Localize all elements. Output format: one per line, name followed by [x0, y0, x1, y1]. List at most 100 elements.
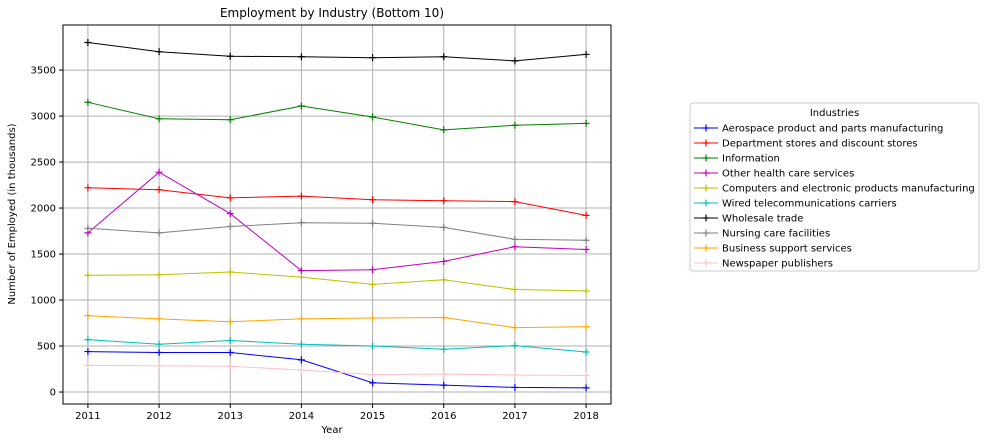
data-point — [440, 53, 448, 61]
y-tick-label: 2000 — [31, 204, 56, 215]
data-point — [369, 280, 377, 288]
data-point — [226, 116, 234, 124]
legend-item: Information — [694, 154, 780, 165]
data-point — [226, 222, 234, 230]
legend-label: Information — [722, 154, 780, 165]
x-tick-label: 2017 — [502, 411, 527, 422]
data-point — [511, 371, 519, 379]
data-point — [297, 267, 305, 275]
legend-item: Newspaper publishers — [694, 259, 833, 270]
series-line — [87, 101, 587, 131]
data-point — [440, 197, 448, 205]
data-point — [582, 287, 590, 295]
legend-item: Nursing care facilities — [694, 229, 830, 240]
data-point — [297, 366, 305, 374]
x-tick-label: 2011 — [75, 411, 100, 422]
data-point — [582, 211, 590, 219]
data-point — [84, 224, 92, 232]
data-point — [369, 266, 377, 274]
series — [84, 38, 590, 65]
data-point — [440, 223, 448, 231]
legend-label: Newspaper publishers — [722, 259, 833, 270]
legend-label: Business support services — [722, 244, 852, 255]
legend-swatch-marker — [702, 214, 710, 222]
legend-item: Aerospace product and parts manufacturin… — [694, 124, 943, 135]
data-point — [511, 198, 519, 206]
legend-swatch-marker — [702, 184, 710, 192]
data-point — [155, 186, 163, 194]
data-point — [440, 370, 448, 378]
data-point — [155, 115, 163, 123]
data-point — [155, 340, 163, 348]
data-point — [297, 192, 305, 200]
data-point — [440, 345, 448, 353]
legend-item: Department stores and discount stores — [694, 139, 918, 150]
data-point — [369, 113, 377, 121]
data-point — [226, 194, 234, 202]
data-point — [511, 57, 519, 65]
legend-label: Nursing care facilities — [722, 229, 830, 240]
legend-swatch-marker — [702, 199, 710, 207]
data-point — [511, 243, 519, 251]
y-tick-label: 3000 — [31, 112, 56, 123]
x-tick-label: 2015 — [360, 411, 385, 422]
data-point — [369, 54, 377, 62]
data-point — [440, 126, 448, 134]
data-point — [440, 381, 448, 389]
legend-swatch-marker — [702, 169, 710, 177]
legend-swatch-marker — [702, 139, 710, 147]
plot-area: 2011 2012 2013 2014 2015 2016 2017 2018 0 500 1000… — [31, 24, 612, 422]
y-axis-label: Number of Employed (in thousands) — [7, 123, 18, 304]
x-tick-label: 2016 — [431, 411, 456, 422]
y-tick-label: 1500 — [31, 250, 56, 261]
series — [84, 219, 590, 244]
legend-label: Computers and electronic products manufa… — [722, 184, 975, 195]
data-point — [226, 52, 234, 60]
series-line — [87, 271, 587, 292]
data-point — [582, 348, 590, 356]
data-point — [226, 318, 234, 326]
series-line — [87, 42, 587, 62]
data-point — [582, 323, 590, 331]
series-line — [87, 222, 587, 241]
data-point — [226, 362, 234, 370]
data-point — [84, 184, 92, 192]
data-point — [440, 276, 448, 284]
data-point — [511, 285, 519, 293]
data-point — [155, 271, 163, 279]
data-point — [297, 102, 305, 110]
data-point — [582, 236, 590, 244]
data-point — [511, 342, 519, 350]
data-point — [511, 235, 519, 243]
data-point — [297, 53, 305, 61]
data-point — [369, 371, 377, 379]
x-tick-label: 2014 — [289, 411, 314, 422]
legend-label: Wholesale trade — [722, 214, 803, 225]
series-line — [87, 364, 587, 376]
legend-swatch-marker — [702, 124, 710, 132]
data-point — [155, 48, 163, 56]
series — [84, 268, 590, 295]
data-point — [297, 340, 305, 348]
series-line — [87, 171, 587, 272]
series-line — [87, 187, 587, 216]
legend-label: Other health care services — [722, 169, 854, 180]
x-tick-label: 2013 — [218, 411, 243, 422]
data-point — [440, 314, 448, 322]
data-point — [155, 315, 163, 323]
legend-item: Wholesale trade — [694, 214, 803, 225]
data-point — [226, 337, 234, 345]
legend-label: Wired telecommunications carriers — [722, 199, 897, 210]
x-tick-label: 2018 — [573, 411, 598, 422]
legend-swatch-marker — [702, 229, 710, 237]
data-point — [369, 379, 377, 387]
series — [84, 361, 590, 379]
series-line — [87, 315, 587, 329]
data-point — [226, 348, 234, 356]
data-point — [511, 121, 519, 129]
data-point — [369, 196, 377, 204]
data-point — [155, 229, 163, 237]
data-point — [226, 268, 234, 276]
data-point — [582, 371, 590, 379]
